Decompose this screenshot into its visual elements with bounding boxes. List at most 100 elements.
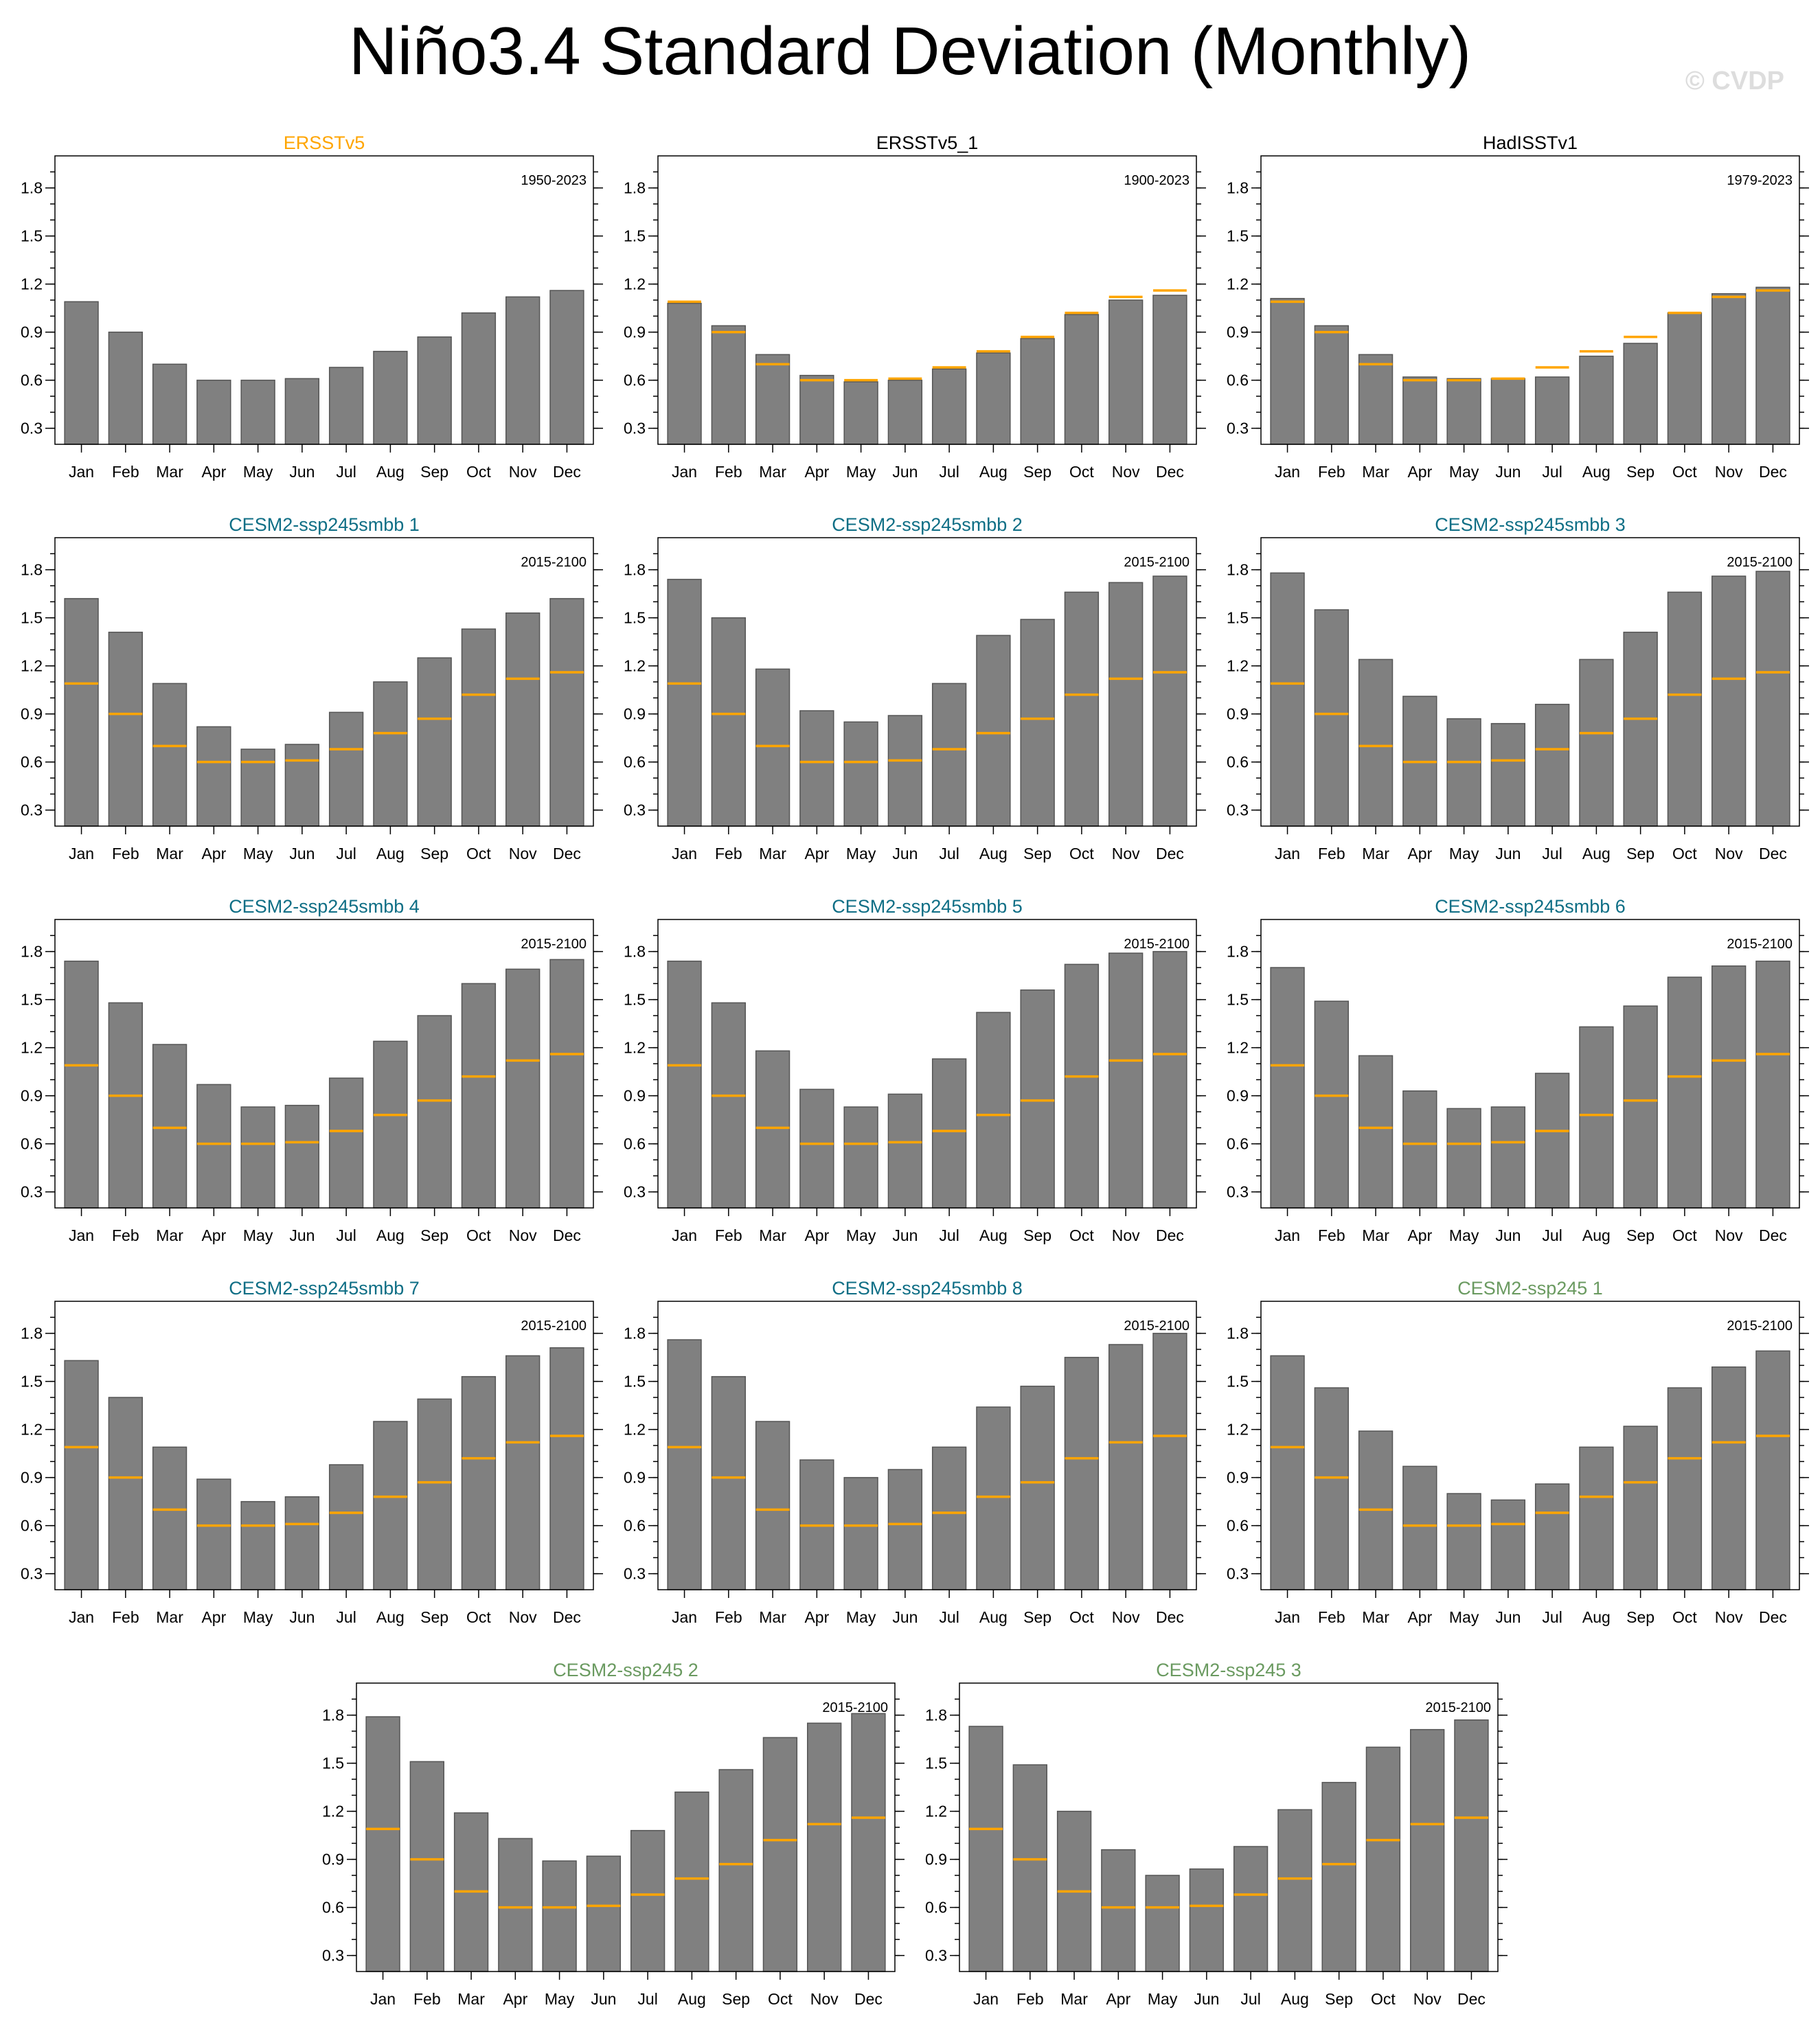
panel-title: CESM2-ssp245smbb 5: [832, 896, 1023, 917]
bar-jul: [931, 368, 967, 445]
chart-panel-3: 0.3 0.6 0.9 1.2 1.5 1.8 Jan Feb Mar Apr May Jun Jul A…: [1227, 133, 1809, 481]
bar-apr: [1402, 1465, 1437, 1590]
bar-oct: [1064, 1356, 1100, 1590]
bar-mar: [755, 1050, 790, 1209]
x-tick-label-jul: Jul: [336, 463, 356, 481]
period-label: 2015-2100: [1425, 1700, 1491, 1715]
bar-jun: [887, 715, 923, 827]
x-tick-label-jun: Jun: [1495, 1226, 1521, 1244]
y-tick-label: 1.2: [322, 1803, 344, 1820]
y-tick-label: 1.2: [624, 1421, 646, 1439]
x-tick-label-may: May: [1148, 1990, 1178, 2008]
x-tick-label-nov: Nov: [509, 1608, 537, 1626]
x-tick-label-jul: Jul: [336, 1608, 356, 1626]
x-tick-label-apr: Apr: [201, 1608, 226, 1626]
x-tick-label-aug: Aug: [979, 845, 1008, 862]
y-tick-label: 0.3: [925, 1947, 947, 1965]
period-label: 2015-2100: [1124, 937, 1190, 952]
y-tick-label: 1.8: [21, 179, 43, 197]
x-tick-label-oct: Oct: [1672, 1226, 1697, 1244]
x-tick-label-aug: Aug: [979, 1608, 1008, 1626]
x-tick-label-aug: Aug: [678, 1990, 706, 2008]
bar-jan: [1270, 967, 1305, 1209]
period-label: 2015-2100: [1727, 555, 1793, 570]
x-tick-label-may: May: [846, 1226, 876, 1244]
bar-nov: [505, 296, 541, 445]
y-tick-label: 0.9: [624, 323, 646, 341]
bar-jan: [667, 302, 702, 445]
bar-oct: [1667, 1387, 1703, 1590]
x-tick-label-jul: Jul: [1240, 1990, 1260, 2008]
x-tick-label-may: May: [243, 1608, 273, 1626]
y-tick-label: 0.9: [624, 1087, 646, 1105]
bar-mar: [1358, 1055, 1394, 1209]
bar-jul: [1534, 376, 1570, 445]
y-tick-label: 0.9: [21, 705, 43, 723]
bar-mar: [152, 363, 187, 445]
x-tick-label-dec: Dec: [1759, 463, 1787, 481]
x-tick-label-jan: Jan: [672, 845, 697, 862]
bar-feb: [409, 1761, 444, 1972]
bar-may: [843, 1106, 878, 1209]
x-tick-label-jun: Jun: [1194, 1990, 1219, 2008]
x-tick-label-jan: Jan: [1275, 1608, 1300, 1626]
x-tick-label-jul: Jul: [637, 1990, 657, 2008]
y-tick-label: 1.2: [1227, 275, 1249, 293]
bar-may: [1446, 718, 1481, 827]
bar-aug: [674, 1791, 709, 1972]
bar-jan: [64, 597, 99, 827]
bar-nov: [1410, 1728, 1445, 1972]
y-tick-label: 1.5: [21, 1373, 43, 1391]
chart-panel-9: 0.3 0.6 0.9 1.2 1.5 1.8 Jan Feb Mar Apr May Jun Jul A…: [1227, 896, 1809, 1244]
x-tick-label-jun: Jun: [289, 1608, 315, 1626]
x-tick-label-sep: Sep: [1023, 463, 1051, 481]
bar-aug: [1579, 1446, 1614, 1590]
x-tick-label-nov: Nov: [1112, 845, 1140, 862]
y-tick-label: 1.2: [1227, 1421, 1249, 1439]
x-tick-label-apr: Apr: [201, 1226, 226, 1244]
bar-apr: [1101, 1849, 1136, 1972]
y-tick-label: 0.9: [1227, 705, 1249, 723]
bar-oct: [461, 1375, 497, 1590]
x-tick-label-oct: Oct: [466, 1226, 491, 1244]
bar-jan: [667, 1339, 702, 1590]
x-tick-label-jun: Jun: [1495, 845, 1521, 862]
bar-oct: [461, 983, 497, 1209]
x-tick-label-aug: Aug: [979, 1226, 1008, 1244]
y-tick-label: 1.5: [1227, 609, 1249, 627]
bar-jul: [1233, 1846, 1269, 1972]
x-tick-label-oct: Oct: [768, 1990, 793, 2008]
x-tick-label-jul: Jul: [1542, 1608, 1562, 1626]
panel-title: HadISSTv1: [1483, 133, 1578, 153]
bar-nov: [505, 1355, 541, 1590]
period-label: 1900-2023: [1124, 173, 1190, 188]
x-tick-label-sep: Sep: [420, 463, 448, 481]
x-tick-label-jan: Jan: [1275, 1226, 1300, 1244]
x-tick-label-aug: Aug: [1281, 1990, 1309, 2008]
x-tick-label-nov: Nov: [509, 1226, 537, 1244]
period-label: 2015-2100: [1124, 555, 1190, 570]
x-tick-label-apr: Apr: [201, 845, 226, 862]
panel-title: CESM2-ssp245smbb 1: [229, 514, 420, 535]
y-tick-label: 0.3: [624, 1565, 646, 1583]
panel-title: CESM2-ssp245smbb 8: [832, 1278, 1023, 1299]
y-tick-label: 0.6: [322, 1899, 344, 1917]
y-tick-label: 1.2: [21, 1421, 43, 1439]
x-tick-label-jan: Jan: [69, 845, 94, 862]
period-label: 1979-2023: [1727, 173, 1793, 188]
bar-oct: [1365, 1746, 1401, 1972]
bar-aug: [373, 1421, 408, 1590]
period-label: 2015-2100: [1727, 937, 1793, 952]
period-label: 2015-2100: [521, 555, 587, 570]
period-label: 2015-2100: [1727, 1318, 1793, 1334]
bar-jul: [931, 1446, 967, 1590]
x-tick-label-dec: Dec: [1457, 1990, 1486, 2008]
y-tick-label: 1.2: [1227, 657, 1249, 675]
bar-jan: [968, 1726, 1003, 1972]
y-tick-label: 1.8: [322, 1706, 344, 1724]
y-tick-label: 1.8: [1227, 943, 1249, 961]
x-tick-label-feb: Feb: [1318, 1226, 1345, 1244]
chart-panel-6: 0.3 0.6 0.9 1.2 1.5 1.8 Jan Feb Mar Apr May Jun Jul A…: [1227, 514, 1809, 862]
x-tick-label-may: May: [243, 845, 273, 862]
x-tick-label-jun: Jun: [892, 1608, 918, 1626]
